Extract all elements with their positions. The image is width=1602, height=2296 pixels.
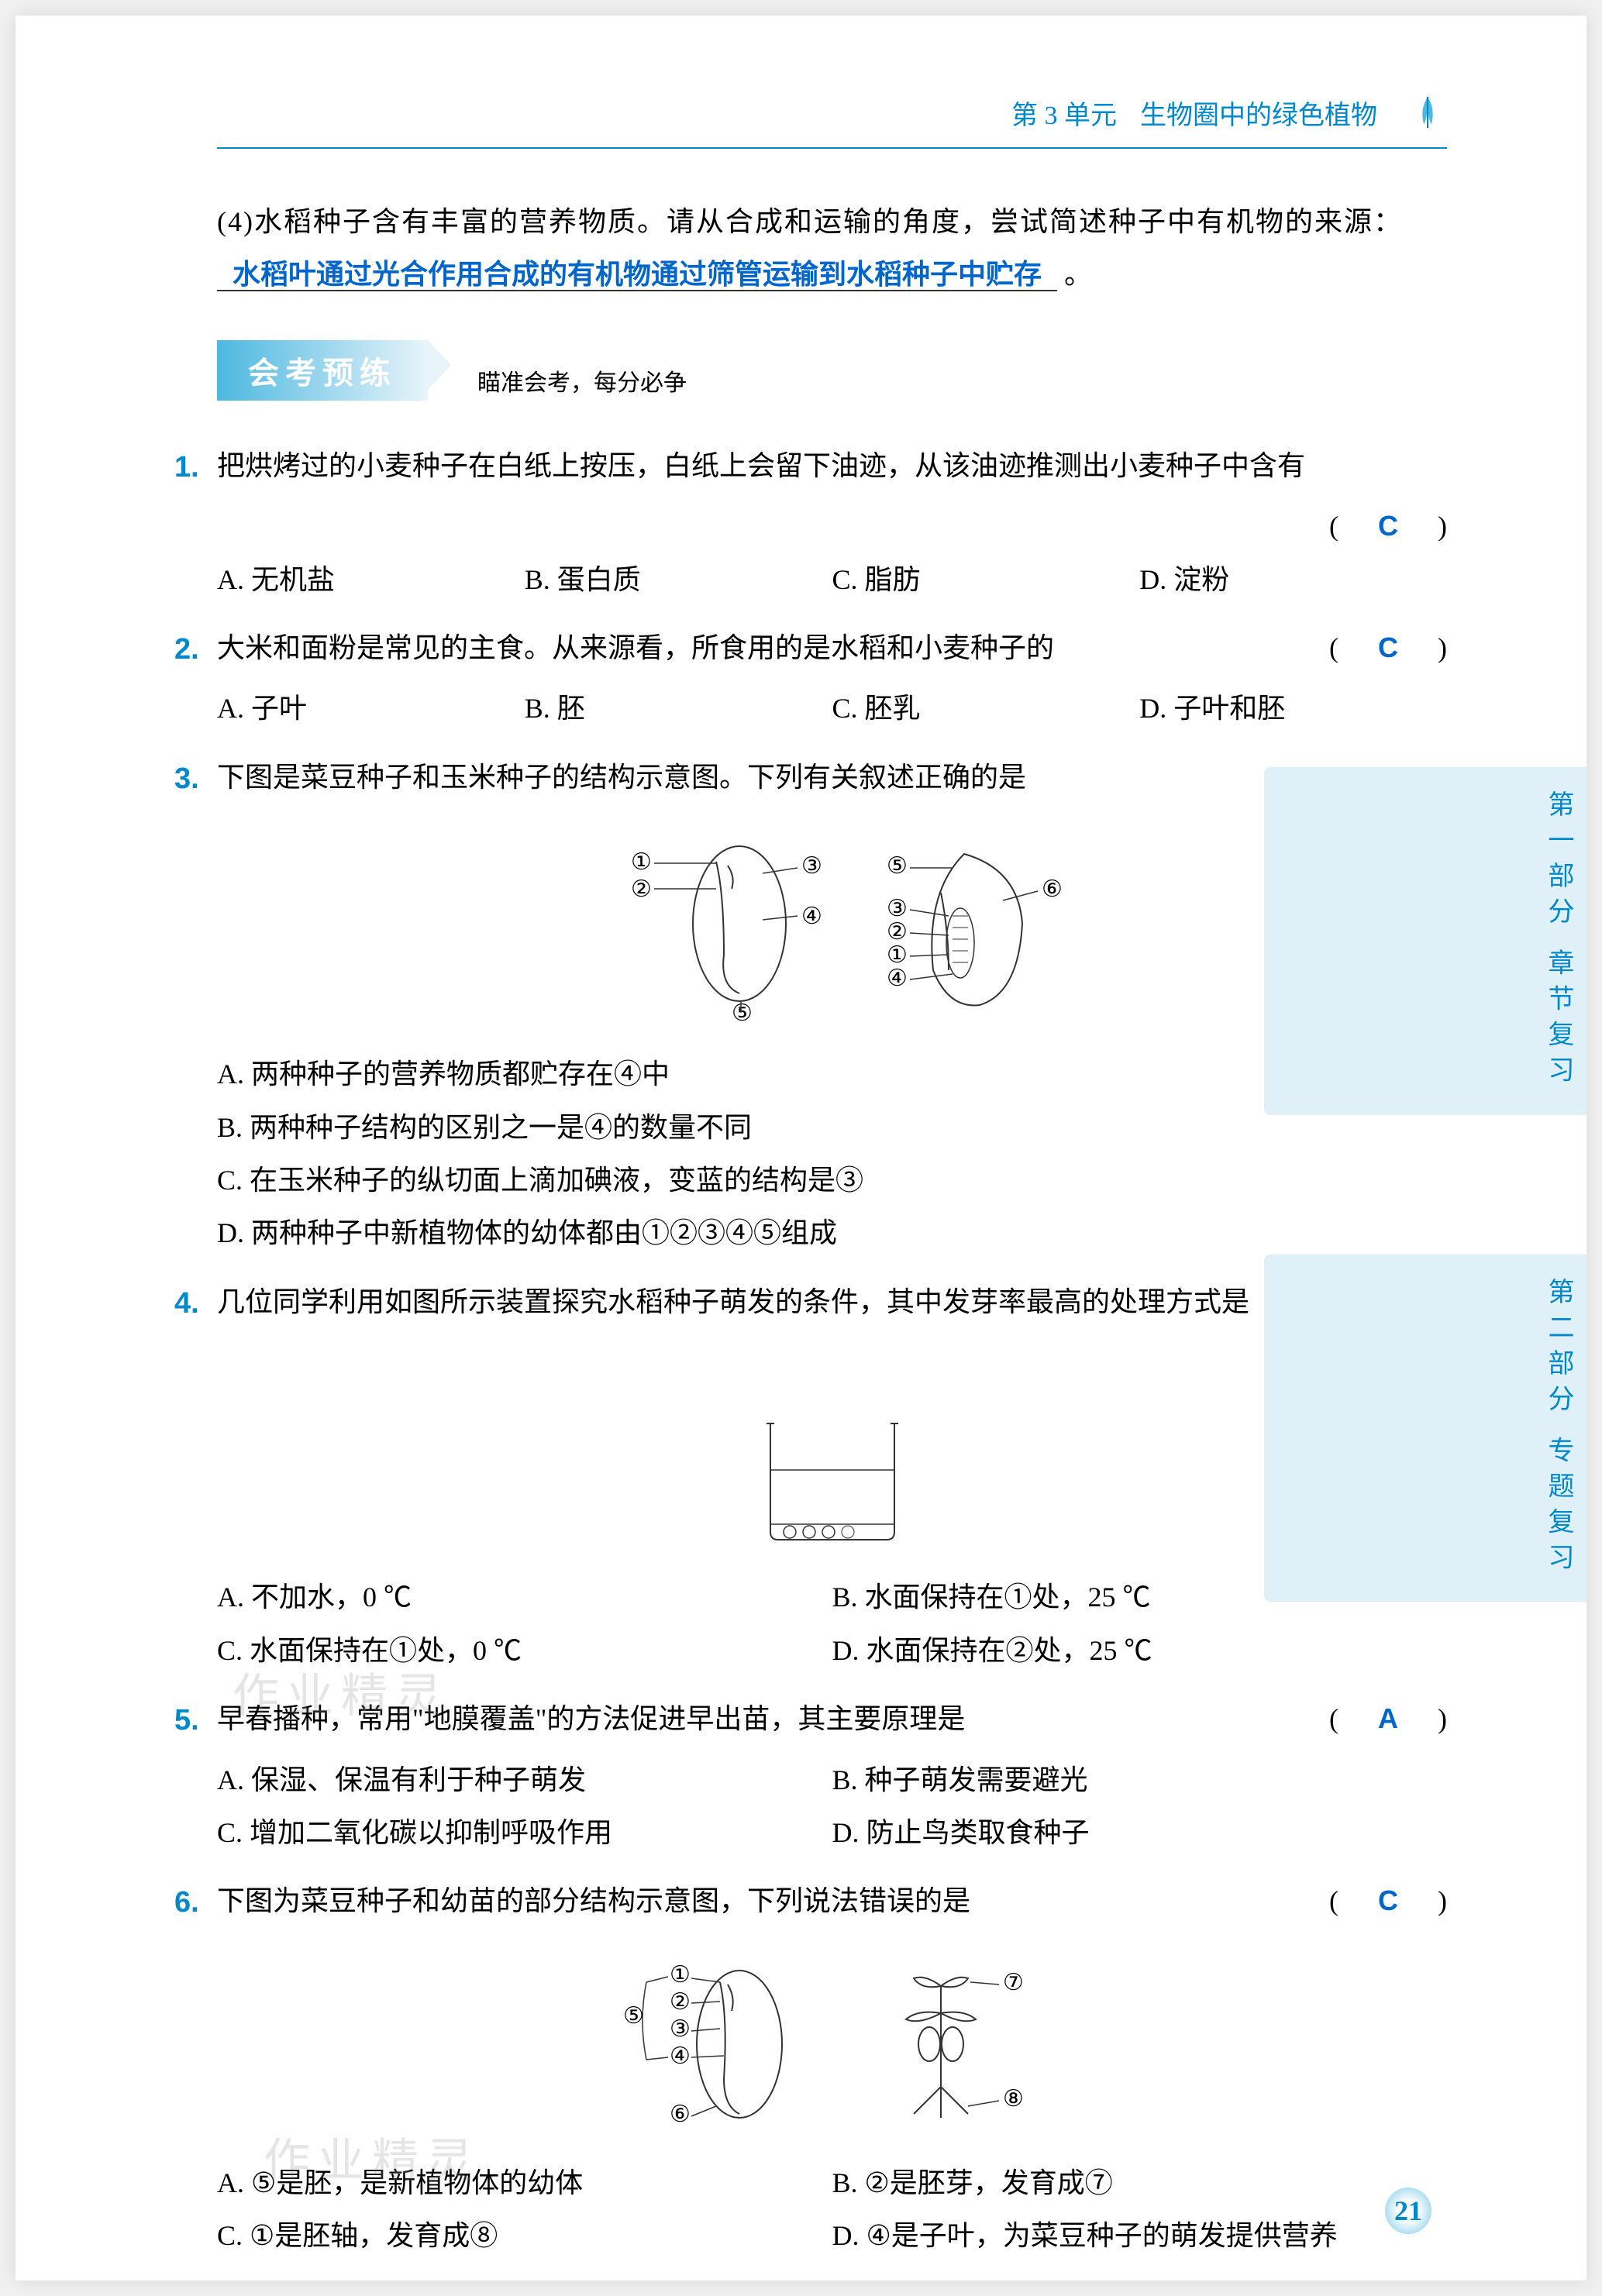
- options-4: A. 不加水，0 ℃ B. 水面保持在①处，25 ℃ C. 水面保持在①处，0 …: [217, 1571, 1447, 1677]
- svg-text:⑧: ⑧: [1003, 2086, 1024, 2112]
- answer-bracket: ( C ): [1329, 1874, 1447, 1927]
- question-number: 5.: [174, 1692, 199, 1748]
- svg-text:①: ①: [887, 942, 908, 968]
- option: A. 子叶: [217, 682, 525, 735]
- svg-text:③: ③: [887, 896, 908, 921]
- svg-text:③: ③: [801, 853, 822, 879]
- option: B. ②是胚芽，发育成⑦: [832, 2157, 1448, 2209]
- section-subtitle: 瞄准会考，每分必争: [477, 363, 687, 398]
- unit-label: 第 3 单元: [1011, 94, 1117, 132]
- option: B. 种子萌发需要避光: [832, 1754, 1448, 1806]
- question-number: 3.: [174, 751, 199, 807]
- option: D. 两种种子中新植物体的幼体都由①②③④⑤组成: [217, 1207, 1447, 1259]
- question-5: 5. 早春播种，常用"地膜覆盖"的方法促进早出苗，其主要原理是 ( A ): [217, 1692, 1447, 1745]
- option: D. ④是子叶，为菜豆种子的萌发提供营养: [832, 2209, 1448, 2262]
- answer-bracket: ( C ): [1329, 621, 1447, 674]
- options-3: A. 两种种子的营养物质都贮存在④中 B. 两种种子结构的区别之一是④的数量不同…: [217, 1048, 1447, 1260]
- options-2: A. 子叶 B. 胚 C. 胚乳 D. 子叶和胚: [217, 682, 1447, 735]
- question-number: 6.: [174, 1874, 199, 1930]
- section-header: 会考预练 瞄准会考，每分必争: [217, 340, 1447, 401]
- options-5: A. 保湿、保温有利于种子萌发 B. 种子萌发需要避光 C. 增加二氧化碳以抑制…: [217, 1754, 1447, 1860]
- option: C. 胚乳: [832, 682, 1140, 735]
- leaf-icon: [1408, 93, 1447, 132]
- diagram-4: 种子 滤纸 ① ② 水面: [217, 1400, 1447, 1559]
- diagram-3: ① ② ③ ④ ⑤ ⑤ ③ ② ① ④ ⑥: [217, 815, 1447, 1036]
- svg-text:⑤: ⑤: [623, 2003, 644, 2029]
- option: A. ⑤是胚，是新植物体的幼体: [217, 2157, 832, 2209]
- option: D. 淀粉: [1139, 553, 1447, 606]
- option: A. 不加水，0 ℃: [217, 1571, 832, 1623]
- svg-text:⑤: ⑤: [887, 853, 908, 879]
- option: A. 两种种子的营养物质都贮存在④中: [217, 1048, 1447, 1100]
- option: C. ①是胚轴，发育成⑧: [217, 2209, 832, 2262]
- page-container: 第 3 单元 生物圈中的绿色植物 (4)水稻种子含有丰富的营养物质。请从合成和运…: [16, 15, 1586, 2281]
- beaker-diagram: 种子 滤纸 ① ② 水面: [615, 1400, 1049, 1555]
- answer-letter: C: [1366, 510, 1410, 542]
- svg-text:②: ②: [887, 919, 908, 945]
- options-6: A. ⑤是胚，是新植物体的幼体 B. ②是胚芽，发育成⑦ C. ①是胚轴，发育成…: [217, 2157, 1447, 2263]
- question-2: 2. 大米和面粉是常见的主食。从来源看，所食用的是水稻和小麦种子的 ( C ): [217, 621, 1447, 674]
- svg-text:①: ①: [670, 1962, 691, 1988]
- option: C. 在玉米种子的纵切面上滴加碘液，变蓝的结构是③: [217, 1154, 1447, 1207]
- question-text: 早春播种，常用"地膜覆盖"的方法促进早出苗，其主要原理是 ( A ): [217, 1692, 1447, 1745]
- option: C. 增加二氧化碳以抑制呼吸作用: [217, 1806, 832, 1859]
- options-1: A. 无机盐 B. 蛋白质 C. 脂肪 D. 淀粉: [217, 553, 1447, 606]
- question-number: 1.: [174, 439, 199, 495]
- option: A. 无机盐: [217, 553, 525, 606]
- svg-text:⑤: ⑤: [732, 1000, 753, 1026]
- option: D. 子叶和胚: [1139, 682, 1447, 735]
- question-6: 6. 下图为菜豆种子和幼苗的部分结构示意图，下列说法错误的是 ( C ): [217, 1874, 1447, 1927]
- diagram-6: ① ② ③ ④ ⑤ ⑥ ⑦ ⑧: [217, 1940, 1447, 2145]
- question-text: 大米和面粉是常见的主食。从来源看，所食用的是水稻和小麦种子的 ( C ): [217, 621, 1447, 674]
- option: D. 防止鸟类取食种子: [832, 1806, 1448, 1859]
- question-1: 1. 把烘烤过的小麦种子在白纸上按压，白纸上会留下油迹，从该油迹推测出小麦种子中…: [217, 439, 1447, 492]
- question-number: 2.: [174, 621, 199, 677]
- svg-text:⑥: ⑥: [1042, 876, 1063, 902]
- intro-punct: 。: [1064, 259, 1092, 290]
- svg-text:⑥: ⑥: [670, 2102, 691, 2127]
- side-tab-1: 第一部分 章节复习: [1264, 767, 1586, 1115]
- option: C. 水面保持在①处，0 ℃: [217, 1624, 832, 1677]
- question-number: 4.: [174, 1275, 199, 1331]
- section-badge: 会考预练: [217, 340, 428, 401]
- answer-letter: C: [1366, 1885, 1410, 1916]
- svg-text:③: ③: [670, 2016, 691, 2042]
- unit-title: 生物圈中的绿色植物: [1140, 94, 1377, 132]
- option: C. 脂肪: [832, 553, 1140, 606]
- svg-text:⑦: ⑦: [1003, 1970, 1024, 1995]
- intro-question: (4)水稻种子含有丰富的营养物质。请从合成和运输的角度，尝试简述种子中有机物的来…: [217, 195, 1447, 301]
- question-3: 3. 下图是菜豆种子和玉米种子的结构示意图。下列有关叙述正确的是 ( B ): [217, 751, 1447, 804]
- option: B. 两种种子结构的区别之一是④的数量不同: [217, 1101, 1447, 1154]
- seed-diagram: ① ② ③ ④ ⑤ ⑤ ③ ② ① ④ ⑥: [561, 815, 1104, 1032]
- svg-text:④: ④: [670, 2043, 691, 2069]
- answer-bracket: ( C ): [1329, 500, 1447, 552]
- page-header: 第 3 单元 生物圈中的绿色植物: [217, 93, 1447, 149]
- answer-bracket: ( A ): [1329, 1692, 1447, 1745]
- side-tab-2: 第二部分 专题复习: [1264, 1255, 1586, 1602]
- svg-text:②: ②: [670, 1989, 691, 2015]
- option: A. 保湿、保温有利于种子萌发: [217, 1754, 832, 1806]
- side-tabs: 第一部分 章节复习 第二部分 专题复习: [1264, 767, 1586, 1602]
- answer-letter: A: [1366, 1702, 1410, 1734]
- svg-text:④: ④: [887, 966, 908, 991]
- page-number: 21: [1385, 2188, 1431, 2234]
- svg-text:①: ①: [631, 849, 652, 875]
- answer-letter: C: [1366, 632, 1410, 663]
- intro-text: (4)水稻种子含有丰富的营养物质。请从合成和运输的角度，尝试简述种子中有机物的来…: [217, 206, 1403, 237]
- question-text: 下图是菜豆种子和玉米种子的结构示意图。下列有关叙述正确的是 ( B ): [217, 751, 1447, 804]
- option: B. 胚: [525, 682, 832, 735]
- option: D. 水面保持在②处，25 ℃: [832, 1624, 1448, 1677]
- intro-answer: 水稻叶通过光合作用合成的有机物通过筛管运输到水稻种子中贮存: [217, 259, 1057, 291]
- seed-seedling-diagram: ① ② ③ ④ ⑤ ⑥ ⑦ ⑧: [522, 1940, 1142, 2141]
- question-4: 4. 几位同学利用如图所示装置探究水稻种子萌发的条件，其中发芽率最高的处理方式是: [217, 1275, 1447, 1328]
- question-text: 下图为菜豆种子和幼苗的部分结构示意图，下列说法错误的是 ( C ): [217, 1874, 1447, 1927]
- svg-text:④: ④: [801, 904, 822, 929]
- question-text: 把烘烤过的小麦种子在白纸上按压，白纸上会留下油迹，从该油迹推测出小麦种子中含有: [217, 439, 1447, 492]
- svg-text:②: ②: [631, 876, 652, 902]
- question-text: 几位同学利用如图所示装置探究水稻种子萌发的条件，其中发芽率最高的处理方式是: [217, 1275, 1447, 1328]
- page-number-value: 21: [1385, 2188, 1431, 2234]
- option: B. 蛋白质: [525, 553, 832, 606]
